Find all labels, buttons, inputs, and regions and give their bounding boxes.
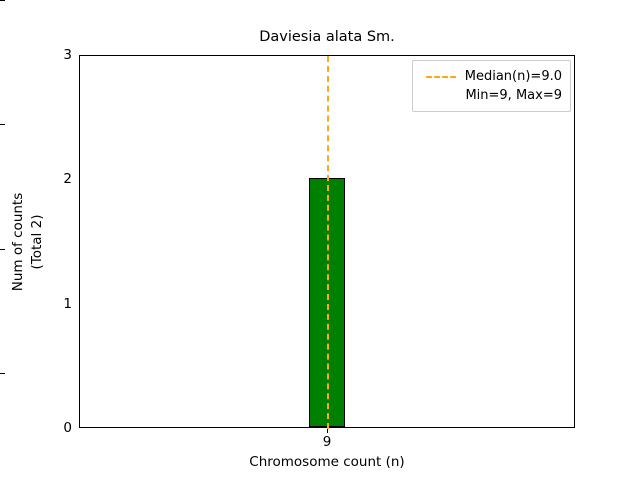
y-tick-mark-2 [0, 124, 5, 126]
y-tick-label-3: 3 [63, 47, 72, 63]
legend-label-median: Median(n)=9.0 [464, 69, 562, 84]
dashed-line-icon [425, 75, 456, 78]
y-tick-label-2: 2 [63, 171, 72, 188]
y-tick-label-0: 0 [63, 420, 72, 436]
legend-entry-minmax: Min=9, Max=9 [421, 86, 562, 105]
y-axis-label: Num of counts (Total 2) [9, 192, 47, 291]
y-axis-label-container: Num of counts (Total 2) [0, 55, 56, 428]
legend-entry-median: Median(n)=9.0 [421, 67, 562, 86]
chart-title: Daviesia alata Sm. [259, 29, 395, 45]
median-vline [327, 56, 329, 429]
y-tick-mark-0 [0, 373, 5, 374]
legend-label-minmax: Min=9, Max=9 [465, 88, 562, 103]
x-tick-mark-9 [327, 428, 328, 433]
y-axis-label-line-1: Num of counts [10, 192, 26, 291]
x-axis-label: Chromosome count (n) [249, 454, 405, 470]
y-tick-mark-1 [0, 248, 5, 250]
y-tick-label-1: 1 [63, 295, 72, 312]
legend[interactable]: Median(n)=9.0 Min=9, Max=9 [412, 60, 571, 112]
y-tick-mark-3 [0, 0, 5, 1]
y-axis-label-line-2: (Total 2) [29, 214, 45, 269]
plot-area [79, 55, 575, 429]
median-line-layer [80, 56, 574, 429]
x-tick-label-9: 9 [322, 434, 332, 450]
